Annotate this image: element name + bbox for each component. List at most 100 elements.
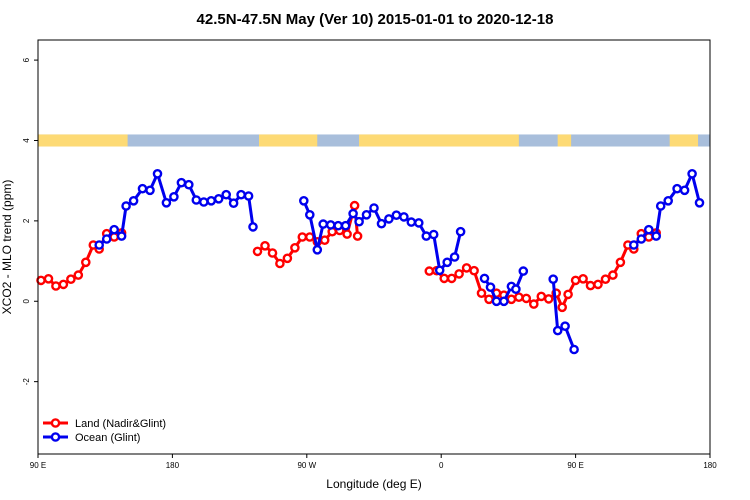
data-point [484,294,494,305]
data-point [109,224,119,235]
data-point [66,274,76,285]
data-point [51,281,61,291]
mask-band-land-segment [557,134,572,147]
data-point [384,214,394,224]
data-point [290,242,300,253]
data-point [413,218,424,228]
data-point [319,235,330,245]
data-point [137,183,148,194]
data-point [348,208,358,219]
land-ocean-mask-band [38,134,710,147]
data-point [248,222,258,232]
data-point [644,224,654,235]
data-point [399,212,409,222]
data-point [476,288,487,299]
data-point [651,231,662,241]
x-axis-title: Longitude (deg E) [326,477,421,491]
data-point [608,270,618,280]
data-point [485,282,496,293]
data-point [297,232,308,242]
data-point [469,265,479,276]
data-point [228,198,239,208]
data-point [236,189,246,200]
data-point [552,325,563,336]
legend-marker [50,418,61,428]
data-point [318,219,329,229]
data-point [434,265,445,276]
data-point [43,273,54,284]
series-ocean [94,168,705,355]
data-point [206,195,216,206]
data-point [569,344,579,355]
data-point [449,252,460,262]
chart-title: 42.5N-47.5N May (Ver 10) 2015-01-01 to 2… [197,11,554,28]
mask-band-land-segment [669,134,699,147]
data-point [570,275,581,286]
data-point [679,185,690,196]
data-point [161,197,172,208]
data-point [428,229,439,240]
series-line-segment [632,172,701,247]
series-layer [36,168,705,355]
x-tick-label: 0 [439,461,444,470]
data-point [672,183,682,194]
data-point [369,203,379,213]
y-tick-label: 4 [22,138,31,143]
series-line-segment [98,172,255,247]
data-point [73,270,84,280]
legend-label: Land (Nadir&Glint) [75,418,166,430]
data-point [536,291,547,302]
data-point [267,248,278,258]
data-point [213,193,224,204]
data-point [442,257,453,268]
y-tick-label: 0 [22,299,31,304]
data-point [275,258,285,269]
data-point [514,292,524,303]
data-point [304,232,315,242]
y-tick-label: 6 [22,57,31,62]
data-point [304,209,315,220]
x-axis: 90 E 180 90 W 0 90 E 180 [30,454,717,470]
data-point [282,253,293,264]
data-point [491,296,502,307]
data-point [152,168,163,179]
data-point [655,201,666,211]
y-tick-label: -2 [22,378,31,386]
data-point [593,279,603,290]
data-point [298,195,309,206]
x-tick-label: 180 [703,461,717,470]
data-point [391,210,402,220]
data-point [116,231,127,241]
data-point [461,263,472,273]
data-point [636,234,647,244]
mask-band-land-segment [38,134,128,147]
data-point [424,266,435,276]
data-point [325,220,336,230]
data-point [687,168,697,179]
data-point [252,246,263,257]
data-point [499,296,509,307]
data-point [101,234,112,244]
data-point [548,274,559,285]
data-point [221,189,231,200]
data-point [455,226,466,237]
data-point [439,273,450,284]
x-tick-label: 90 W [297,461,316,470]
data-point [352,231,363,241]
data-point [557,302,568,313]
data-point [183,179,194,190]
data-point [615,257,626,268]
x-tick-label: 90 E [567,461,583,470]
data-point [406,217,417,227]
data-point [349,200,360,211]
data-point [191,195,202,205]
x-tick-label: 180 [166,461,180,470]
data-point [145,185,155,196]
legend-marker [50,432,61,442]
data-point [376,218,387,229]
mask-band-land-segment [259,134,318,147]
data-point [260,240,270,251]
data-point [560,321,570,332]
data-point [128,195,139,206]
